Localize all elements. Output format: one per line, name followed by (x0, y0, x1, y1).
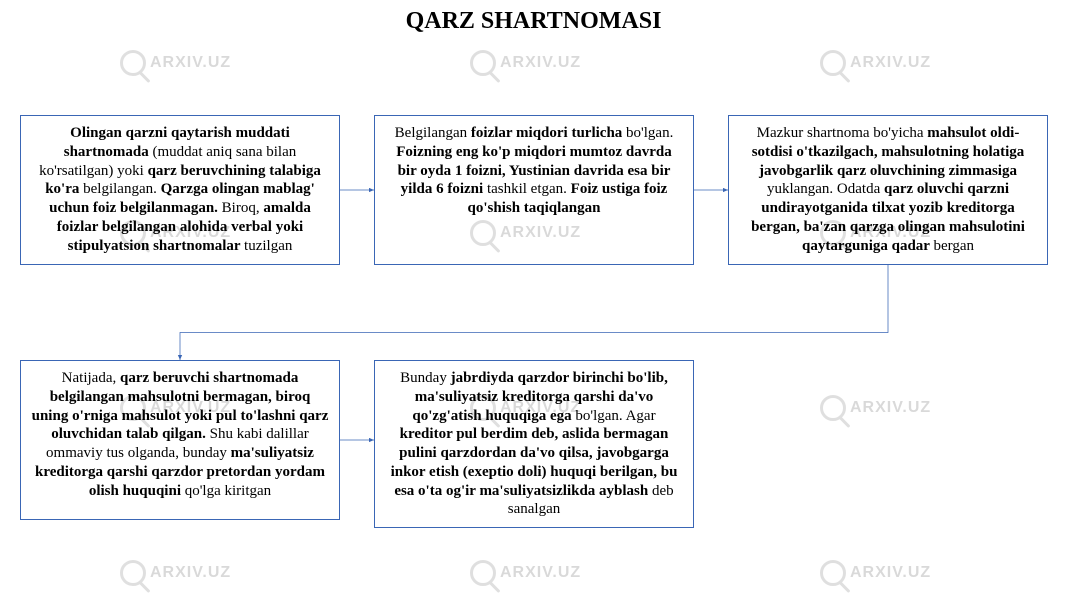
text-segment: yuklangan. Odatda (767, 181, 884, 197)
text-segment: tuzilgan (244, 238, 292, 254)
text-segment: belgilangan. (83, 181, 160, 197)
title-text: QARZ SHARTNOMASI (406, 8, 662, 34)
text-segment: Bunday (400, 370, 450, 386)
text-segment: Biroq, (222, 200, 264, 216)
flow-box-4: Natijada, qarz beruvchi shartnomada belg… (20, 360, 340, 520)
flow-box-5: Bunday jabrdiyda qarzdor birinchi bo'lib… (374, 360, 694, 528)
text-segment: bo'lgan. (626, 125, 673, 141)
text-segment: Natijada, (62, 370, 120, 386)
flow-box-2: Belgilangan foizlar miqdori turlicha bo'… (374, 115, 694, 265)
text-segment: bo'lgan. Agar (575, 408, 655, 424)
text-segment: Belgilangan (395, 125, 471, 141)
text-segment: Mazkur shartnoma bo'yicha (757, 125, 928, 141)
flow-arrow (180, 265, 888, 360)
text-segment: kreditor pul berdim deb, aslida bermagan… (391, 426, 678, 498)
page-title: QARZ SHARTNOMASI (0, 8, 1067, 35)
text-segment: tashkil etgan. (487, 181, 571, 197)
flow-box-3: Mazkur shartnoma bo'yicha mahsulot oldi-… (728, 115, 1048, 265)
flow-box-1: Olingan qarzni qaytarish muddati shartno… (20, 115, 340, 265)
text-segment: qo'lga kiritgan (185, 483, 271, 499)
text-segment: bergan (933, 238, 974, 254)
text-segment: foizlar miqdori turlicha (471, 125, 626, 141)
